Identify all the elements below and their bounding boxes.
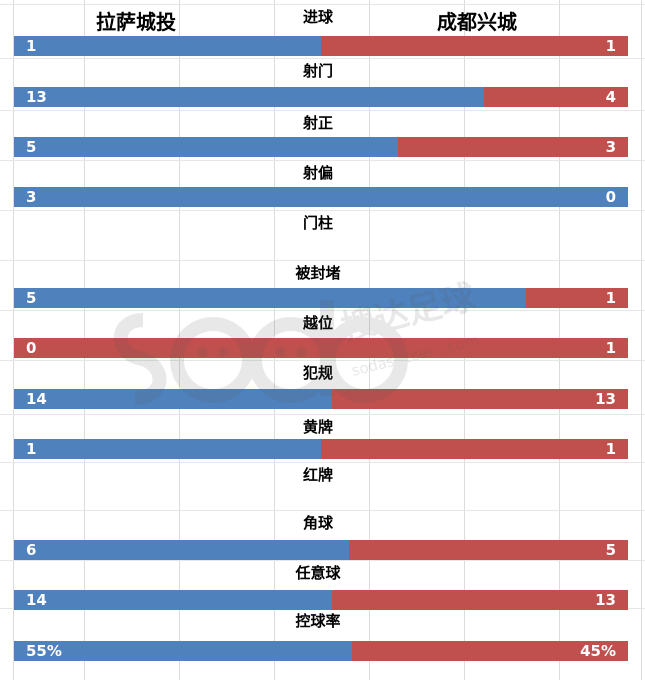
home-value-label: 1: [26, 37, 37, 55]
away-value-label: 13: [595, 591, 616, 609]
home-value-label: 6: [26, 541, 37, 559]
stat-bar-away-segment: 55% 45%: [14, 641, 628, 661]
stat-bar-home-segment: [14, 36, 321, 56]
away-value-label: 13: [595, 390, 616, 408]
home-value-label: 14: [26, 390, 47, 408]
home-value-label: 55%: [26, 642, 62, 660]
home-value-label: 1: [26, 440, 37, 458]
stat-label: 门柱: [302, 214, 333, 232]
home-value-label: 3: [26, 188, 37, 206]
stat-label: 黄牌: [302, 418, 333, 436]
stat-bar-home-segment: [14, 187, 628, 207]
home-team-name: 拉萨城投: [96, 10, 176, 34]
stat-label: 进球: [302, 8, 333, 26]
stat-bar-home-segment: [14, 288, 526, 308]
away-value-label: 5: [605, 541, 616, 559]
stat-label: 角球: [302, 514, 333, 532]
stat-bar-home-segment: [14, 641, 352, 661]
stat-bar-home-segment: [14, 87, 484, 107]
home-value-label: 5: [26, 138, 37, 156]
home-value-label: 0: [26, 339, 37, 357]
stat-bar-home-segment: [14, 540, 349, 560]
stat-bar-home-segment: [14, 137, 398, 157]
away-value-label: 4: [605, 88, 616, 106]
stat-label: 越位: [302, 314, 333, 332]
stat-label: 任意球: [295, 564, 341, 582]
stat-bar-away-segment: 14 13: [14, 389, 628, 409]
stat-bar-away-segment: 14 13: [14, 590, 628, 610]
away-team-name: 成都兴城: [437, 10, 517, 34]
away-value-label: 1: [605, 440, 616, 458]
away-value-label: 45%: [580, 642, 616, 660]
stat-bar-home-segment: [14, 439, 321, 459]
away-value-label: 0: [605, 188, 616, 206]
stat-bar-away-segment: 13 4: [14, 87, 628, 107]
stat-label: 控球率: [295, 612, 341, 630]
stat-label: 犯规: [302, 364, 333, 382]
stat-label: 射偏: [302, 164, 333, 182]
stat-label: 射门: [302, 62, 333, 80]
away-value-label: 1: [605, 339, 616, 357]
home-value-label: 14: [26, 591, 47, 609]
stat-label: 射正: [302, 114, 333, 132]
home-value-label: 5: [26, 289, 37, 307]
away-value-label: 1: [605, 37, 616, 55]
stat-bar-home-segment: [14, 590, 333, 610]
home-value-label: 13: [26, 88, 47, 106]
stat-label: 红牌: [302, 466, 333, 484]
away-value-label: 1: [605, 289, 616, 307]
stat-label: 被封堵: [295, 264, 341, 282]
stat-bar-home-segment: [14, 389, 333, 409]
away-value-label: 3: [605, 138, 616, 156]
